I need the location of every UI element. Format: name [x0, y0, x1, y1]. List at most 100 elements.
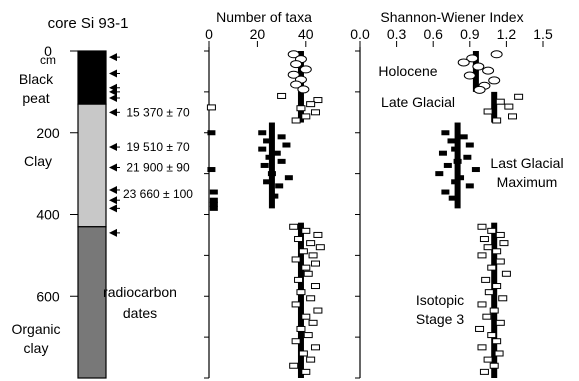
sample-point-filled	[207, 167, 216, 173]
sample-point-open	[504, 103, 514, 110]
panel-x-tick-label: 20	[250, 26, 266, 42]
sample-point-open	[313, 97, 323, 104]
sample-point-open	[310, 344, 320, 351]
panel-x-tick-label: 0.0	[350, 26, 370, 42]
sample-point-open	[289, 223, 299, 230]
period-label: Holocene	[378, 63, 437, 79]
radiocarbon-label-line2: dates	[123, 305, 157, 321]
sample-point-open	[477, 252, 487, 259]
mean-line-segment	[268, 122, 275, 209]
sample-point-open	[308, 252, 318, 259]
mean-line-segment	[491, 222, 498, 378]
sample-point-open	[313, 307, 323, 314]
radiocarbon-dates: 15 370 ± 70 19 510 ± 70 21 900 ± 90 23 660 …	[123, 105, 193, 201]
sample-point-open	[301, 368, 311, 375]
sample-point-open	[495, 98, 505, 105]
sample-point-open	[303, 332, 313, 339]
sample-point-open	[482, 313, 492, 320]
sample-point-open	[289, 362, 299, 369]
mean-line-segment	[297, 222, 304, 378]
sample-point-filled	[451, 179, 460, 185]
sample-point-open	[483, 244, 493, 251]
sample-point-open	[495, 319, 505, 326]
radiocarbon-label-line1: radiocarbon	[103, 284, 177, 300]
sample-point-open	[313, 231, 323, 238]
panel-x-tick-label: 0.6	[423, 26, 443, 42]
sample-point-open	[492, 338, 502, 345]
taxa-panel: Number of taxa 0 20 40	[204, 9, 325, 379]
sample-point-open	[492, 283, 502, 290]
shannon-axis: 0.0 0.3 0.6 0.9 1.2 1.5	[350, 26, 553, 379]
sample-point-open	[294, 276, 304, 283]
sample-point-open	[315, 244, 325, 251]
core-unit-block	[77, 50, 107, 105]
depth-tick-label: 400	[36, 207, 60, 223]
radiocarbon-arrow	[109, 94, 117, 103]
sample-point-circle	[473, 85, 486, 94]
sample-point-open	[483, 356, 493, 363]
sample-point-open	[501, 270, 511, 277]
sample-point-circle	[466, 54, 479, 63]
sample-point-filled	[277, 134, 286, 140]
sample-point-filled	[209, 189, 218, 195]
radiocarbon-date-label: 19 510 ± 70	[126, 140, 190, 154]
sample-point-open	[483, 108, 493, 115]
sample-point-filled	[451, 146, 460, 152]
sample-point-filled	[435, 171, 444, 177]
sample-point-open	[291, 338, 301, 345]
shannon-panel: Shannon-Wiener Index 0.0 0.3 0.6 0.9 1.2 1.5 …	[350, 9, 564, 379]
panel-x-tick-label: 1.2	[497, 26, 517, 42]
depth-tick-label: 600	[36, 288, 60, 304]
sample-point-open	[306, 356, 316, 363]
sample-point-open	[498, 295, 508, 302]
radiocarbon-arrow	[109, 69, 117, 78]
shannon-mean-lines	[454, 51, 498, 378]
sample-point-circle	[287, 70, 300, 79]
sample-point-open	[277, 92, 287, 99]
radiocarbon-arrow	[109, 228, 117, 237]
sample-point-open	[475, 325, 485, 332]
taxa-points	[206, 50, 325, 375]
sample-point-open	[306, 295, 316, 302]
sample-point-filled	[209, 201, 218, 207]
sample-point-open	[310, 260, 320, 267]
sample-point-open	[306, 240, 316, 247]
sample-point-filled	[441, 130, 450, 136]
sample-point-open	[296, 105, 306, 112]
sample-point-filled	[459, 134, 468, 140]
panel-x-tick-label: 40	[298, 26, 314, 42]
sample-point-open	[479, 368, 489, 375]
sample-point-open	[494, 350, 504, 357]
sample-point-open	[303, 270, 313, 277]
depth-ticks: 0 200 400 600	[36, 43, 78, 304]
sample-point-open	[489, 307, 499, 314]
sample-point-filled	[284, 175, 293, 181]
sample-point-open	[298, 248, 308, 255]
sample-point-open	[301, 313, 311, 320]
radiocarbon-arrow	[109, 87, 117, 96]
radiocarbon-arrow	[109, 53, 117, 62]
sample-point-open	[487, 227, 497, 234]
sample-point-filled	[267, 171, 276, 177]
panel-x-tick-label: 1.5	[533, 26, 553, 42]
sample-point-filled	[258, 130, 267, 136]
core-unit-block	[77, 103, 107, 228]
sample-point-open	[294, 236, 304, 243]
radiocarbon-arrow	[109, 185, 117, 194]
sample-point-circle	[290, 80, 303, 89]
sample-point-filled	[260, 162, 269, 168]
sample-point-open	[477, 344, 487, 351]
sample-point-open	[310, 283, 320, 290]
sample-point-open	[514, 93, 524, 100]
mean-line-segment	[454, 122, 461, 209]
taxa-axis: 0 20 40	[204, 26, 314, 379]
sample-point-open	[508, 113, 517, 120]
sample-point-filled	[282, 142, 291, 148]
sample-point-open	[291, 117, 301, 124]
sample-point-circle	[482, 66, 495, 75]
depth-tick-label: 0	[44, 43, 52, 59]
sample-point-open	[495, 258, 505, 265]
radiocarbon-arrow	[109, 143, 117, 152]
sample-point-filled	[265, 154, 274, 160]
